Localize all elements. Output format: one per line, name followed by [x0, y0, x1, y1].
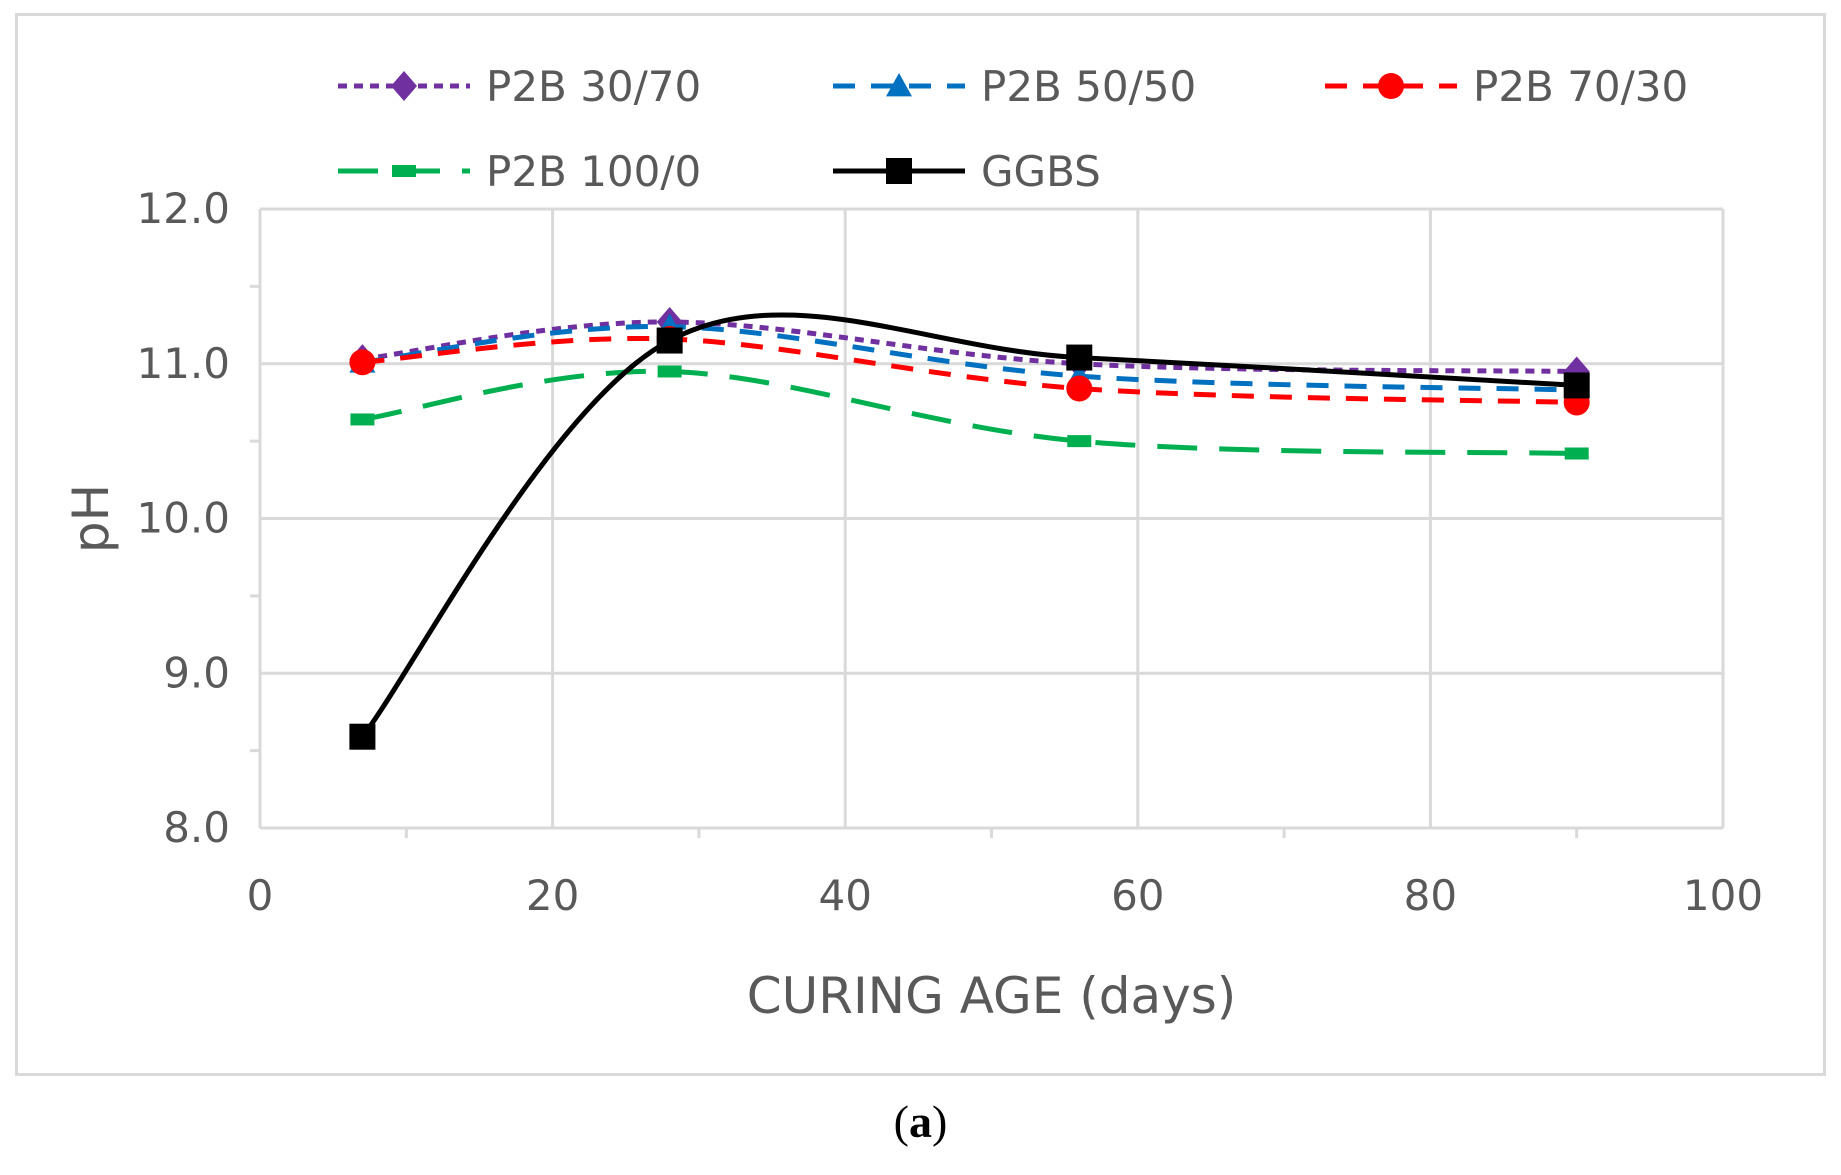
legend-item-ggbs: GGBS: [833, 147, 1101, 196]
legend-item-p2b-100-0: P2B 100/0: [338, 147, 701, 196]
x-tick-label: 0: [247, 871, 274, 920]
data-point-p2b-100-0: [1067, 435, 1092, 448]
x-axis-title: CURING AGE (days): [747, 967, 1237, 1025]
data-point-ggbs: [1563, 372, 1590, 399]
legend-item-p2b-50-50: P2B 50/50: [833, 62, 1196, 111]
legend-swatch-marker-ggbs: [886, 158, 912, 184]
x-tick-label: 100: [1683, 871, 1763, 920]
y-tick-label: 10.0: [136, 494, 230, 543]
y-tick-label: 12.0: [136, 184, 230, 233]
series-line-ggbs: [360, 312, 1577, 739]
x-tick-label: 20: [526, 871, 579, 920]
caption-open-paren: (: [893, 1096, 909, 1147]
data-point-ggbs: [656, 327, 683, 354]
series-line-p2b-50-50: [362, 324, 1577, 393]
y-axis-title: pH: [62, 484, 120, 553]
x-tick-label: 40: [818, 871, 871, 920]
caption-close-paren: ): [932, 1096, 948, 1147]
series-p2b-100-0: [350, 365, 1589, 460]
data-point-p2b-70-30: [349, 349, 376, 376]
tick-layer: 8.0 9.0 10.0 11.0 12.0 0 20 40 60 80 100: [136, 184, 1763, 920]
legend-swatch-marker-p2b-30-70: [391, 71, 417, 101]
data-point-p2b-100-0: [350, 413, 375, 426]
legend-label-p2b-30-70: P2B 30/70: [486, 62, 701, 111]
series-p2b-50-50: [349, 313, 1590, 401]
series-ggbs: [349, 312, 1590, 750]
legend-swatch-marker-p2b-50-50: [886, 73, 912, 97]
ph-line-chart: 8.0 9.0 10.0 11.0 12.0 0 20 40 60 80 100 P2B 30/70…: [62, 62, 1763, 1025]
legend-item-p2b-30-70: P2B 30/70: [338, 62, 701, 111]
legend-swatch-marker-p2b-100-0: [392, 165, 416, 177]
series-line-p2b-70-30: [362, 336, 1577, 405]
legend-label-p2b-100-0: P2B 100/0: [486, 147, 701, 196]
series-line-p2b-30-70: [362, 319, 1577, 374]
x-tick-label: 80: [1404, 871, 1457, 920]
legend-label-p2b-70-30: P2B 70/30: [1473, 62, 1688, 111]
legend-label-p2b-50-50: P2B 50/50: [981, 62, 1196, 111]
series-layer: [349, 306, 1590, 750]
legend: P2B 30/70 P2B 50/50 P2B 70/30 P2B 100/0 GGBS: [338, 62, 1688, 196]
y-tick-label: 11.0: [136, 339, 230, 388]
figure-caption: (a): [0, 1095, 1841, 1148]
caption-letter: a: [909, 1096, 932, 1147]
grid-layer: [250, 207, 1725, 838]
series-line-p2b-100-0: [362, 368, 1577, 457]
chart-frame: 8.0 9.0 10.0 11.0 12.0 0 20 40 60 80 100 P2B 30/70…: [15, 13, 1826, 1076]
legend-label-ggbs: GGBS: [981, 147, 1101, 196]
legend-item-p2b-70-30: P2B 70/30: [1325, 62, 1688, 111]
data-point-p2b-100-0: [1564, 447, 1589, 460]
y-tick-label: 8.0: [163, 803, 230, 852]
x-tick-label: 60: [1111, 871, 1164, 920]
data-point-p2b-70-30: [1066, 375, 1093, 402]
legend-swatch-marker-p2b-70-30: [1378, 73, 1404, 99]
y-tick-label: 9.0: [163, 648, 230, 697]
data-point-ggbs: [349, 723, 376, 750]
data-point-ggbs: [1066, 344, 1093, 371]
data-point-p2b-100-0: [657, 365, 682, 378]
